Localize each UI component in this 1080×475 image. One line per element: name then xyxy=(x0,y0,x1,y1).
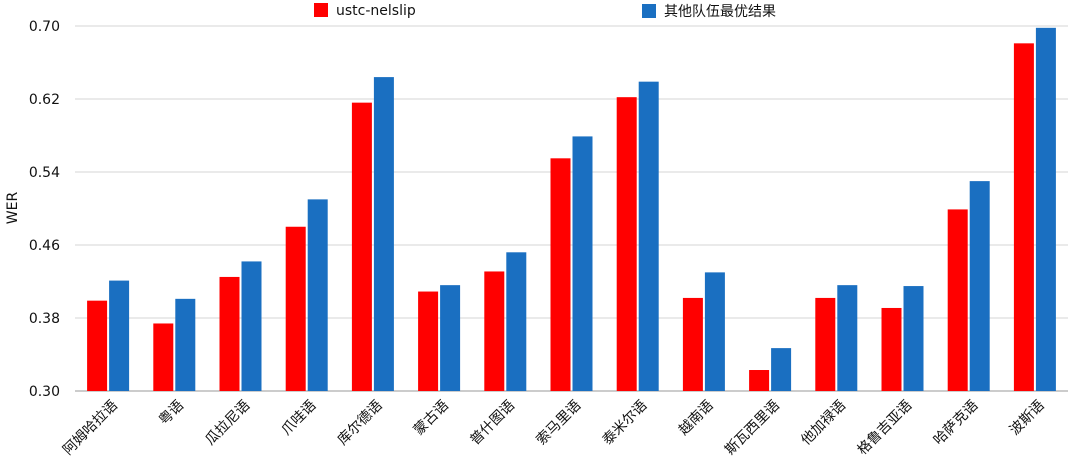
bar-ustc-nelslip xyxy=(947,209,968,391)
bar-other-teams-best xyxy=(506,252,527,391)
x-tick-label: 波斯语 xyxy=(1007,398,1048,439)
x-tick-label: 格鲁吉亚语 xyxy=(855,398,916,459)
y-tick-label: 0.46 xyxy=(29,238,60,254)
bar-ustc-nelslip xyxy=(484,271,505,391)
bar-ustc-nelslip xyxy=(87,300,108,391)
x-tick-label: 爪哇语 xyxy=(279,398,320,439)
y-tick-label: 0.38 xyxy=(29,311,60,327)
x-tick-label: 粤语 xyxy=(156,398,187,429)
legend-label: ustc-nelslip xyxy=(336,3,416,19)
x-tick-label: 库尔德语 xyxy=(335,398,386,449)
bar-ustc-nelslip xyxy=(219,276,240,391)
y-tick-label: 0.30 xyxy=(29,384,60,400)
x-tick-label: 索马里语 xyxy=(533,397,585,449)
bar-other-teams-best xyxy=(241,261,262,391)
bar-ustc-nelslip xyxy=(418,291,439,391)
axis-layer: 0.30 0.38 0.46 0.54 0.62 0.70 WER 阿姆哈拉语 粤语 瓜拉尼语 爪哇… xyxy=(5,19,1048,458)
bar-other-teams-best xyxy=(903,286,924,391)
bar-other-teams-best xyxy=(1035,27,1056,391)
x-tick-label: 越南语 xyxy=(676,398,717,439)
bar-layer xyxy=(87,27,1056,392)
bar-other-teams-best xyxy=(837,285,858,391)
y-tick-label: 0.62 xyxy=(29,92,60,108)
bar-other-teams-best xyxy=(572,136,593,391)
x-tick-label: 他加禄语 xyxy=(798,398,849,449)
x-tick-label: 斯瓦西里语 xyxy=(722,398,783,459)
legend-swatch xyxy=(314,3,328,17)
bar-other-teams-best xyxy=(704,272,725,391)
bar-ustc-nelslip xyxy=(285,226,306,391)
x-tick-label: 泰米尔语 xyxy=(600,398,651,449)
y-tick-label: 0.54 xyxy=(29,165,60,181)
bar-ustc-nelslip xyxy=(1013,43,1034,392)
x-tick-label: 哈萨克语 xyxy=(931,398,982,449)
x-tick-label: 蒙古语 xyxy=(411,398,452,439)
bar-ustc-nelslip xyxy=(616,97,637,392)
bar-ustc-nelslip xyxy=(682,297,703,391)
legend-label: 其他队伍最优结果 xyxy=(664,4,776,20)
bar-ustc-nelslip xyxy=(550,158,571,391)
bar-ustc-nelslip xyxy=(815,297,836,391)
bar-other-teams-best xyxy=(440,285,461,391)
bar-other-teams-best xyxy=(771,348,792,391)
legend: ustc-nelslip 其他队伍最优结果 xyxy=(314,3,776,20)
bar-other-teams-best xyxy=(175,298,196,391)
bar-other-teams-best xyxy=(638,81,659,391)
x-tick-label: 阿姆哈拉语 xyxy=(60,398,121,459)
bar-ustc-nelslip xyxy=(749,370,770,391)
bar-other-teams-best xyxy=(109,280,130,391)
bar-other-teams-best xyxy=(307,199,328,391)
legend-swatch xyxy=(642,4,656,18)
bar-ustc-nelslip xyxy=(351,102,372,392)
y-tick-label: 0.70 xyxy=(29,19,60,35)
bar-other-teams-best xyxy=(373,77,394,391)
grid-layer xyxy=(75,25,1068,392)
bar-ustc-nelslip xyxy=(881,307,902,391)
bar-other-teams-best xyxy=(969,181,990,391)
bar-ustc-nelslip xyxy=(153,323,174,391)
y-axis-title: WER xyxy=(5,192,21,225)
x-tick-label: 普什图语 xyxy=(467,398,518,449)
x-tick-label: 瓜拉尼语 xyxy=(202,398,253,449)
